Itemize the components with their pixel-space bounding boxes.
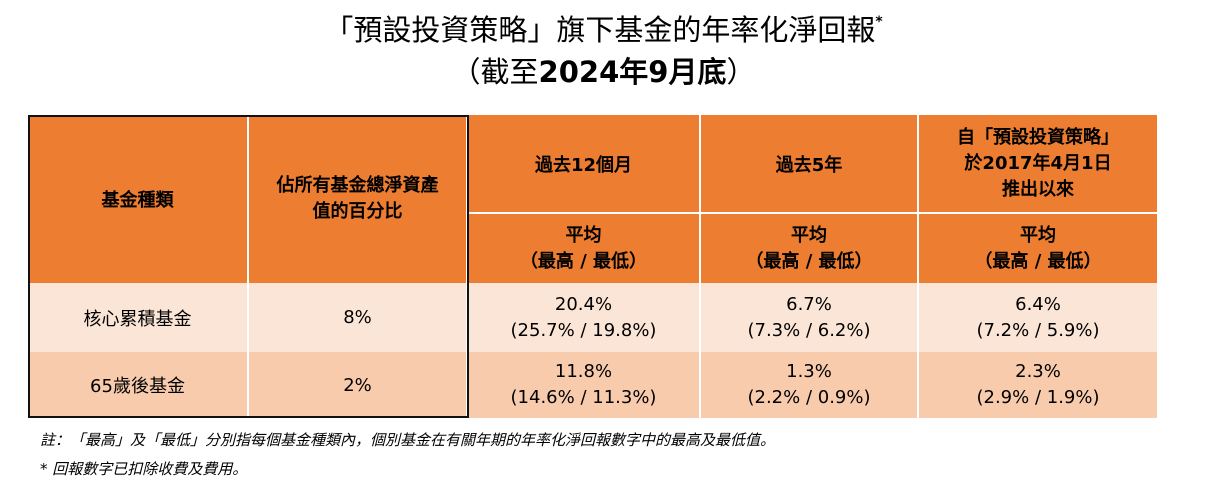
hi-lo-label: （最高 / 最低） bbox=[519, 250, 648, 272]
avg-label: 平均 bbox=[565, 224, 602, 246]
title-date: 2024年9月底 bbox=[538, 55, 727, 89]
return-since-cell: 2.3% (2.9% / 1.9%) bbox=[918, 352, 1157, 418]
return-range: (2.2% / 0.9%) bbox=[747, 387, 871, 408]
hi-lo-label: （最高 / 最低） bbox=[974, 250, 1102, 272]
hi-lo-label: （最高 / 最低） bbox=[745, 250, 873, 272]
return-avg: 20.4% bbox=[554, 293, 613, 315]
header-since-line1: 自「預設投資策略」 bbox=[957, 126, 1119, 148]
return-avg: 11.8% bbox=[554, 361, 613, 382]
header-percent-line2: 值的百分比 bbox=[312, 201, 403, 222]
header-5y: 過去5年 bbox=[700, 115, 919, 214]
header-percent-line1: 佔所有基金總淨資產 bbox=[276, 175, 439, 196]
return-5y-cell: 6.7% (7.3% / 6.2%) bbox=[700, 283, 919, 352]
header-fund-type-label: 基金種類 bbox=[101, 190, 174, 211]
title-text: 「預設投資策略」旗下基金的年率化淨回報 bbox=[324, 13, 876, 47]
avg-label: 平均 bbox=[1020, 224, 1056, 246]
header-12m: 過去12個月 bbox=[467, 115, 701, 214]
header-since-line2: 於2017年4月1日 bbox=[964, 152, 1112, 174]
avg-label: 平均 bbox=[791, 224, 827, 246]
header-5y-label: 過去5年 bbox=[775, 154, 843, 176]
header-percent: 佔所有基金總淨資產 值的百分比 bbox=[248, 115, 468, 283]
footnote-high-low: 註：「最高」及「最低」分別指每個基金種類內，個別基金在有關年期的年率化淨回報數字… bbox=[40, 431, 776, 449]
return-12m-cell: 11.8% (14.6% / 11.3%) bbox=[467, 352, 701, 418]
return-range: (14.6% / 11.3%) bbox=[510, 387, 657, 408]
return-range: (25.7% / 19.8%) bbox=[510, 319, 657, 341]
page-title-line2: （截至2024年9月底） bbox=[0, 52, 1207, 92]
return-avg: 6.7% bbox=[786, 293, 832, 315]
subheader-12m: 平均 （最高 / 最低） bbox=[467, 213, 701, 283]
returns-table: 基金種類 佔所有基金總淨資產 值的百分比 過去12個月 過去5年 自「預設投資策… bbox=[28, 115, 1157, 418]
return-avg: 2.3% bbox=[1015, 361, 1061, 382]
return-5y-cell: 1.3% (2.2% / 0.9%) bbox=[700, 352, 919, 418]
footnote-fees: * 回報數字已扣除收費及費用。 bbox=[40, 460, 248, 478]
header-since-line3: 推出以來 bbox=[1002, 178, 1074, 200]
header-fund-type: 基金種類 bbox=[28, 115, 249, 283]
return-12m-cell: 20.4% (25.7% / 19.8%) bbox=[467, 283, 701, 352]
return-range: (7.3% / 6.2%) bbox=[747, 319, 871, 341]
return-since-cell: 6.4% (7.2% / 5.9%) bbox=[918, 283, 1157, 352]
title-date-open: （截至 bbox=[451, 55, 539, 89]
fund-name-cell: 65歲後基金 bbox=[28, 352, 249, 418]
subheader-since: 平均 （最高 / 最低） bbox=[918, 213, 1157, 283]
return-avg: 6.4% bbox=[1015, 293, 1061, 315]
fund-name-cell: 核心累積基金 bbox=[28, 283, 249, 352]
title-footnote-mark: * bbox=[875, 14, 883, 30]
percent-cell: 2% bbox=[248, 352, 468, 418]
header-since-launch: 自「預設投資策略」 於2017年4月1日 推出以來 bbox=[918, 115, 1157, 214]
page-title-line1: 「預設投資策略」旗下基金的年率化淨回報* bbox=[0, 10, 1207, 50]
table-row: 核心累積基金 8% 20.4% (25.7% / 19.8%) 6.7% (7.… bbox=[28, 283, 1157, 352]
return-range: (7.2% / 5.9%) bbox=[976, 319, 1100, 341]
table-row: 65歲後基金 2% 11.8% (14.6% / 11.3%) 1.3% (2.… bbox=[28, 352, 1157, 418]
percent-cell: 8% bbox=[248, 283, 468, 352]
return-range: (2.9% / 1.9%) bbox=[976, 387, 1100, 408]
return-avg: 1.3% bbox=[786, 361, 832, 382]
header-12m-label: 過去12個月 bbox=[534, 154, 633, 176]
subheader-5y: 平均 （最高 / 最低） bbox=[700, 213, 919, 283]
title-date-close: ） bbox=[726, 55, 756, 89]
